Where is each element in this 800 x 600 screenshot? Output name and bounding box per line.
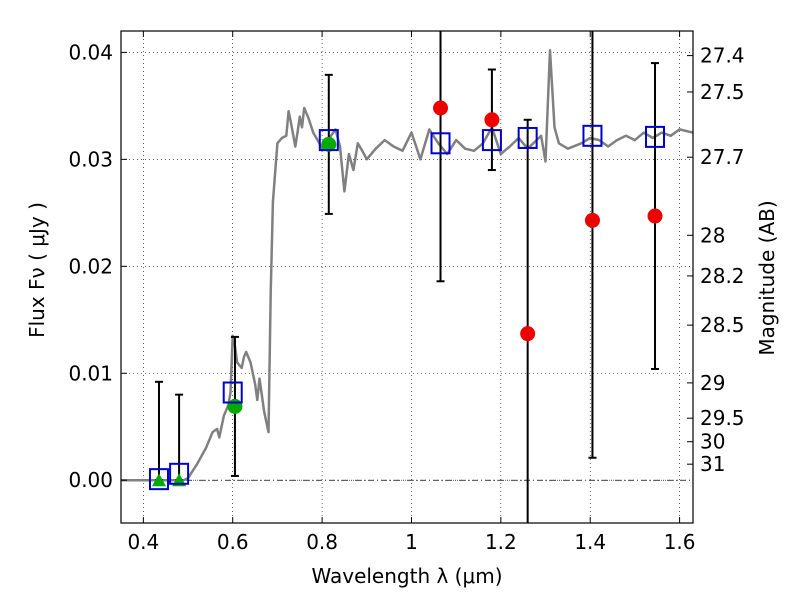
- plot-frame: [120, 30, 694, 524]
- x-tick-label: 1: [405, 530, 418, 554]
- observed-flux-point: [433, 100, 449, 116]
- detection-point: [321, 136, 337, 152]
- mag-tick-label: 30: [700, 430, 725, 454]
- model-band-square: [318, 129, 339, 152]
- plot-area: [121, 31, 693, 523]
- detection-point: [227, 398, 243, 414]
- observed-flux-point: [584, 212, 600, 228]
- x-tick-label: 0.4: [127, 530, 159, 554]
- y-tick-label: 0.00: [68, 468, 113, 492]
- y-axis-label: Flux Fν ( μJy ): [25, 202, 49, 338]
- x-tick-label: 1.6: [664, 530, 696, 554]
- x-axis-label: Wavelength λ (μm): [311, 564, 502, 588]
- x-tick-label: 1.4: [574, 530, 606, 554]
- y-tick-label: 0.01: [68, 361, 113, 385]
- x-tick-label: 1.2: [485, 530, 517, 554]
- upper-limit-triangle: [151, 473, 166, 487]
- mag-tick-label: 29.5: [700, 406, 745, 430]
- mag-tick-label: 27.4: [700, 44, 745, 68]
- grid: [121, 31, 693, 523]
- model-band-square: [517, 126, 538, 149]
- x-tick-label: 0.6: [217, 530, 249, 554]
- mag-tick-label: 28.2: [700, 264, 745, 288]
- mag-tick-label: 27.5: [700, 80, 745, 104]
- plot-background: [121, 31, 693, 523]
- right-axis-label: Magnitude (AB): [755, 200, 779, 355]
- axis-ticks: 0.4 0.6 0.8 1 1.2 1.4 1.6 0.00 0.01 0.02 0.03 0.04 2…: [68, 31, 745, 554]
- mag-tick-label: 28.5: [700, 313, 745, 337]
- model-band-square: [481, 129, 502, 152]
- model-band-square: [169, 462, 190, 485]
- model-band-square: [430, 132, 451, 155]
- y-tick-label: 0.02: [68, 254, 113, 278]
- observed-flux-point: [647, 208, 663, 224]
- model-band-square: [222, 381, 243, 404]
- observed-flux-point: [520, 326, 536, 342]
- y-tick-label: 0.03: [68, 147, 113, 171]
- model-band-square: [582, 124, 603, 147]
- x-tick-label: 0.8: [306, 530, 338, 554]
- mag-tick-label: 28: [700, 223, 725, 247]
- y-tick-label: 0.04: [68, 40, 113, 64]
- mag-tick-label: 27.7: [700, 145, 745, 169]
- model-band-square: [645, 125, 666, 148]
- mag-tick-label: 31: [700, 452, 725, 476]
- mag-tick-label: 29: [700, 371, 725, 395]
- model-band-square: [148, 468, 169, 491]
- observed-flux-point: [484, 112, 500, 128]
